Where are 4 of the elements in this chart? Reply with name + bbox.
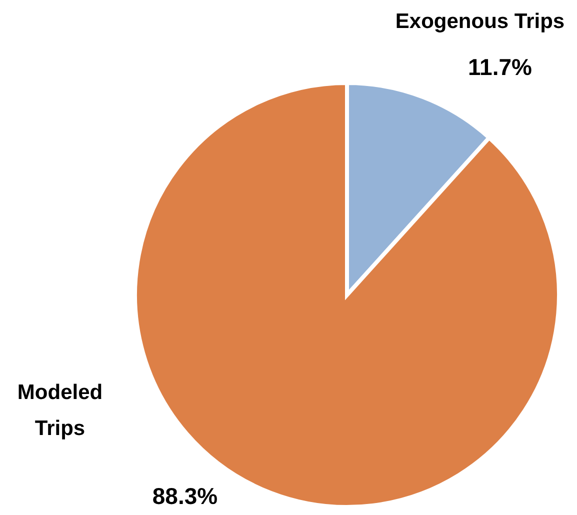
data-label: 11.7% [468, 54, 532, 80]
data-label: 88.3% [152, 483, 218, 509]
slice-label: Exogenous Trips [395, 10, 565, 33]
slice-label: Modeled Trips [17, 381, 103, 440]
